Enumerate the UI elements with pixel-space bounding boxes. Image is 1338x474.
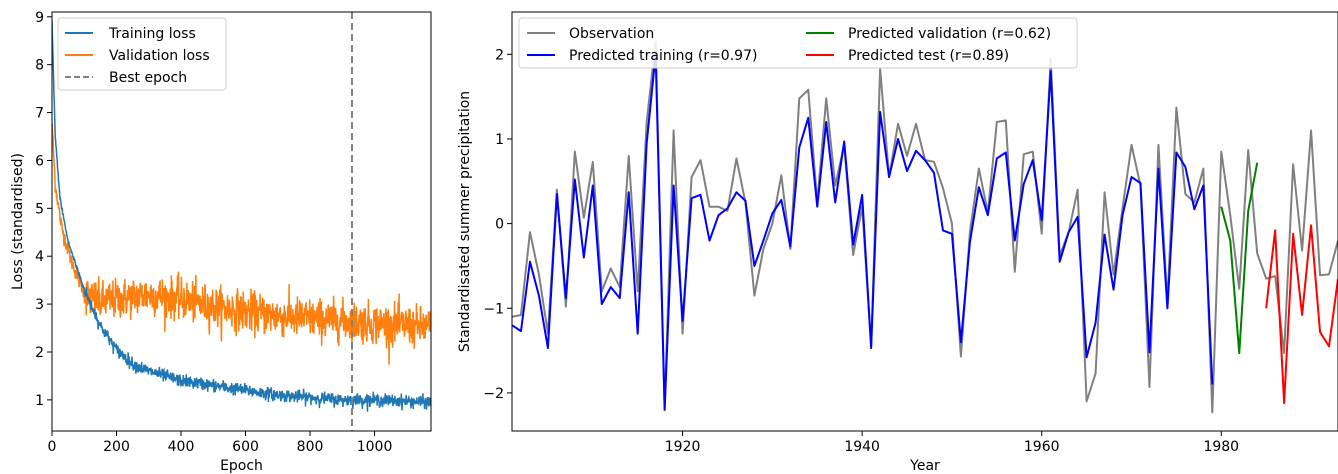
loss-chart-y-axis-label: Loss (standardised) <box>10 153 26 290</box>
loss-legend-label-2: Best epoch <box>109 70 187 86</box>
precipitation-chart-legend: Observation Predicted training (r=0.97) Pr… <box>518 17 1078 69</box>
precip-legend-box <box>518 17 1078 69</box>
precip-y-tick-label: 2 <box>495 47 504 63</box>
loss-y-tick-label: 9 <box>35 10 44 26</box>
loss-x-tick-label: 600 <box>232 439 259 455</box>
precip-series-2 <box>1220 162 1259 355</box>
loss-legend-label-1: Validation loss <box>109 48 210 64</box>
precipitation-chart-x-axis-label: Year <box>909 458 940 474</box>
precip-series-3 <box>1265 224 1338 405</box>
precip-x-tick-label: 1940 <box>844 439 880 455</box>
loss-y-tick-label: 4 <box>35 249 44 265</box>
loss-series-1 <box>52 123 431 365</box>
precipitation-chart: 1920 1940 1960 1980 −2 −1 0 1 2 Year Standardisa… <box>457 11 1338 474</box>
loss-chart: 0 200 400 600 800 1000 1 2 3 4 5 6 7 8 9 Epoch Loss (s… <box>10 10 432 474</box>
precip-legend-label-1: Predicted training (r=0.97) <box>569 48 757 64</box>
loss-chart-x-axis-label: Epoch <box>220 458 263 474</box>
loss-x-tick-label: 1000 <box>357 439 393 455</box>
loss-x-tick-label: 200 <box>103 439 130 455</box>
loss-legend-box <box>57 17 227 91</box>
precip-series-1 <box>512 53 1214 411</box>
loss-y-tick-label: 2 <box>35 345 44 361</box>
precip-y-tick-label: 1 <box>495 132 504 148</box>
loss-x-tick-label: 400 <box>168 439 195 455</box>
loss-y-tick-label: 7 <box>35 106 44 122</box>
precipitation-chart-y-axis-label: Standardisated summer precipitation <box>457 91 473 352</box>
precip-x-tick-label: 1920 <box>665 439 701 455</box>
loss-chart-legend: Training loss Validation loss Best epoch <box>57 17 227 91</box>
precip-legend-label-0: Observation <box>569 26 654 42</box>
loss-y-tick-label: 6 <box>35 153 44 169</box>
loss-y-tick-label: 8 <box>35 58 44 74</box>
loss-y-tick-label: 1 <box>35 393 44 409</box>
precip-series-0 <box>512 40 1338 414</box>
precip-y-tick-label: 0 <box>495 217 504 233</box>
loss-legend-label-0: Training loss <box>108 26 196 42</box>
precip-x-tick-label: 1980 <box>1203 439 1239 455</box>
precip-y-tick-label: −2 <box>483 386 504 402</box>
precip-legend-label-2: Predicted validation (r=0.62) <box>848 26 1051 42</box>
precipitation-chart-frame <box>511 11 1338 432</box>
loss-y-tick-label: 3 <box>35 297 44 313</box>
precip-y-tick-label: −1 <box>483 301 504 317</box>
loss-x-tick-label: 800 <box>297 439 324 455</box>
loss-chart-frame <box>51 11 432 432</box>
loss-x-tick-label: 0 <box>48 439 57 455</box>
precip-legend-label-3: Predicted test (r=0.89) <box>848 48 1009 64</box>
precip-x-tick-label: 1960 <box>1024 439 1060 455</box>
loss-y-tick-label: 5 <box>35 201 44 217</box>
loss-series-0 <box>52 20 431 412</box>
